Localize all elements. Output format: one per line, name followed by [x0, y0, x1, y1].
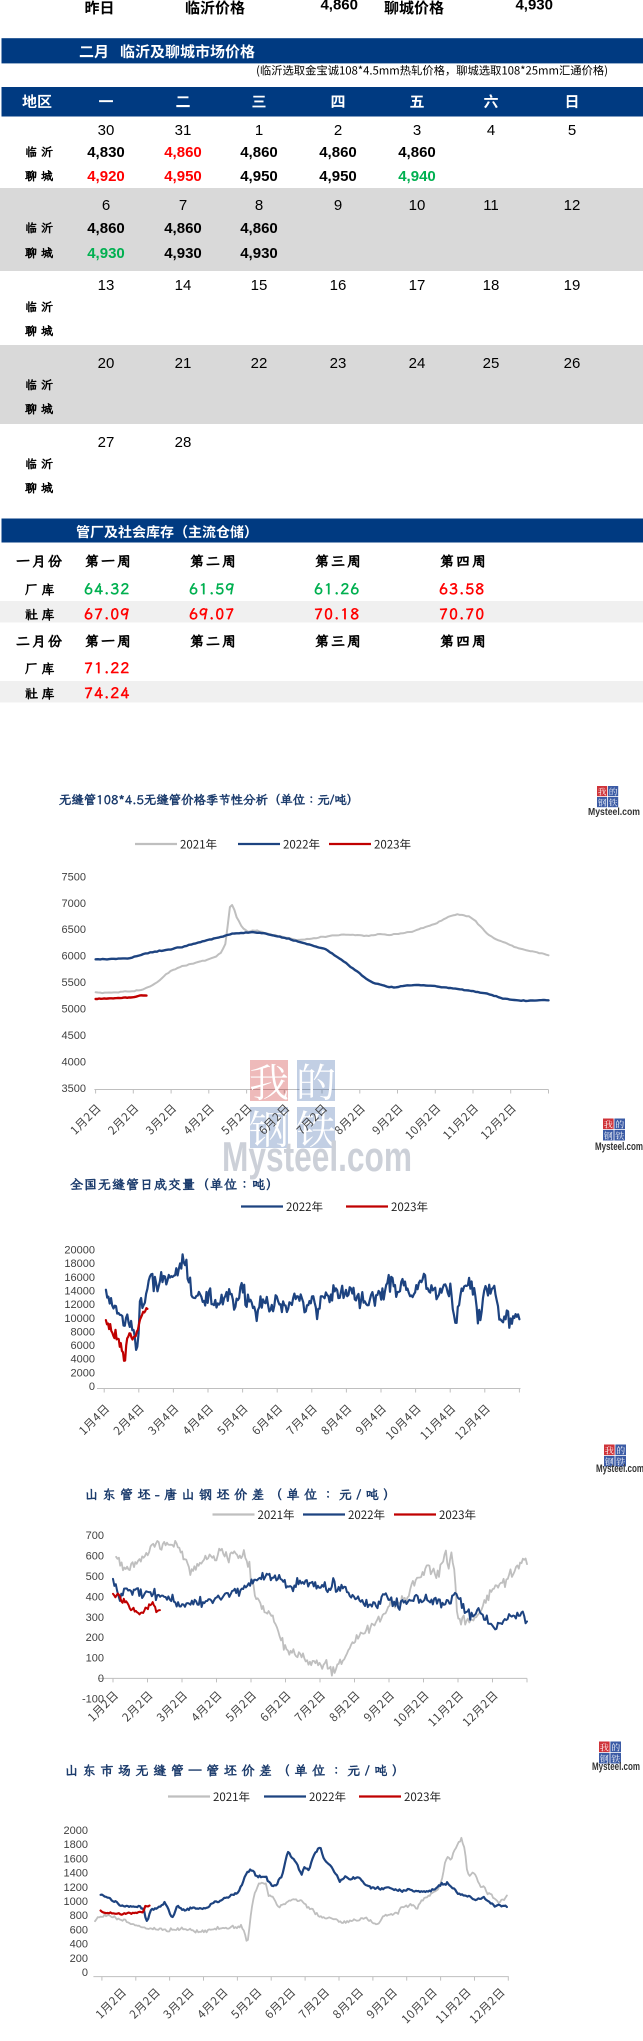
svg-text:4,930: 4,930 [87, 245, 125, 262]
svg-text:4,930: 4,930 [164, 245, 202, 262]
svg-text:19: 19 [564, 277, 581, 294]
svg-text:6000: 6000 [62, 951, 86, 963]
svg-text:0: 0 [89, 1381, 95, 1393]
svg-text:14: 14 [175, 277, 192, 294]
svg-text:600: 600 [86, 1551, 104, 1563]
svg-text:0: 0 [98, 1673, 104, 1685]
svg-text:5000: 5000 [62, 1004, 86, 1016]
svg-text:-100: -100 [82, 1693, 104, 1705]
svg-text:4,830: 4,830 [87, 144, 125, 161]
svg-text:700: 700 [86, 1530, 104, 1542]
svg-text:1400: 1400 [64, 1868, 88, 1880]
svg-text:12000: 12000 [64, 1299, 95, 1311]
svg-text:4,950: 4,950 [240, 168, 278, 185]
svg-text:5: 5 [568, 122, 576, 139]
svg-text:20: 20 [98, 355, 115, 372]
svg-text:4,860: 4,860 [164, 144, 202, 161]
svg-text:4000: 4000 [62, 1057, 86, 1069]
svg-text:10000: 10000 [64, 1313, 95, 1325]
svg-text:18000: 18000 [64, 1258, 95, 1270]
svg-text:Mysteel.com: Mysteel.com [588, 806, 640, 818]
svg-text:400: 400 [70, 1939, 88, 1951]
svg-text:4,860: 4,860 [240, 220, 278, 237]
svg-text:3: 3 [413, 122, 421, 139]
svg-text:9: 9 [334, 197, 342, 214]
svg-text:13: 13 [98, 277, 115, 294]
svg-text:2: 2 [334, 122, 342, 139]
svg-text:1600: 1600 [64, 1853, 88, 1865]
svg-text:31: 31 [175, 122, 192, 139]
svg-text:1000: 1000 [64, 1896, 88, 1908]
svg-text:4,860: 4,860 [164, 220, 202, 237]
svg-text:Mysteel.com: Mysteel.com [592, 1761, 640, 1773]
svg-text:11: 11 [483, 197, 499, 214]
svg-text:4,950: 4,950 [164, 168, 202, 185]
svg-text:4,860: 4,860 [319, 144, 357, 161]
svg-text:4000: 4000 [71, 1354, 95, 1366]
svg-text:21: 21 [175, 355, 192, 372]
svg-text:4,860: 4,860 [320, 0, 358, 14]
svg-text:6500: 6500 [62, 924, 86, 936]
svg-text:17: 17 [409, 277, 426, 294]
svg-text:27: 27 [98, 434, 115, 451]
svg-text:7500: 7500 [62, 871, 86, 883]
svg-text:Mysteel.com: Mysteel.com [222, 1133, 412, 1180]
svg-text:4,950: 4,950 [319, 168, 357, 185]
svg-text:16: 16 [330, 277, 347, 294]
svg-text:300: 300 [86, 1612, 104, 1624]
svg-text:1800: 1800 [64, 1839, 88, 1851]
svg-text:Mysteel.com: Mysteel.com [595, 1141, 643, 1153]
svg-text:20000: 20000 [64, 1245, 95, 1257]
svg-text:23: 23 [330, 355, 347, 372]
svg-text:4,860: 4,860 [240, 144, 278, 161]
svg-text:4500: 4500 [62, 1030, 86, 1042]
svg-text:0: 0 [82, 1967, 88, 1979]
svg-text:4,930: 4,930 [240, 245, 278, 262]
svg-text:16000: 16000 [64, 1272, 95, 1284]
svg-text:4,920: 4,920 [87, 168, 125, 185]
svg-text:3500: 3500 [62, 1083, 86, 1095]
svg-text:4,860: 4,860 [398, 144, 436, 161]
svg-text:7: 7 [179, 197, 187, 214]
svg-text:4: 4 [487, 122, 495, 139]
svg-text:400: 400 [86, 1591, 104, 1603]
svg-text:500: 500 [86, 1571, 104, 1583]
svg-text:26: 26 [564, 355, 581, 372]
svg-text:1200: 1200 [64, 1882, 88, 1894]
svg-text:15: 15 [251, 277, 268, 294]
svg-text:5500: 5500 [62, 977, 86, 989]
svg-text:10: 10 [409, 197, 426, 214]
svg-text:7000: 7000 [62, 898, 86, 910]
svg-text:600: 600 [70, 1924, 88, 1936]
svg-text:6: 6 [102, 197, 110, 214]
svg-text:24: 24 [409, 355, 426, 372]
svg-text:1: 1 [255, 122, 263, 139]
svg-text:4,930: 4,930 [515, 0, 553, 14]
svg-text:25: 25 [483, 355, 500, 372]
svg-text:200: 200 [86, 1632, 104, 1644]
svg-text:8000: 8000 [71, 1326, 95, 1338]
svg-text:800: 800 [70, 1910, 88, 1922]
svg-text:28: 28 [175, 434, 192, 451]
svg-text:2000: 2000 [64, 1825, 88, 1837]
svg-text:14000: 14000 [64, 1286, 95, 1298]
svg-text:12: 12 [564, 197, 581, 214]
svg-text:18: 18 [483, 277, 500, 294]
svg-text:2000: 2000 [71, 1367, 95, 1379]
svg-text:4,860: 4,860 [87, 220, 125, 237]
svg-text:30: 30 [98, 122, 115, 139]
svg-text:22: 22 [251, 355, 268, 372]
svg-text:8: 8 [255, 197, 263, 214]
svg-text:100: 100 [86, 1653, 104, 1665]
svg-text:Mysteel.com: Mysteel.com [596, 1463, 643, 1475]
svg-text:6000: 6000 [71, 1340, 95, 1352]
svg-text:200: 200 [70, 1953, 88, 1965]
svg-text:4,940: 4,940 [398, 168, 436, 185]
